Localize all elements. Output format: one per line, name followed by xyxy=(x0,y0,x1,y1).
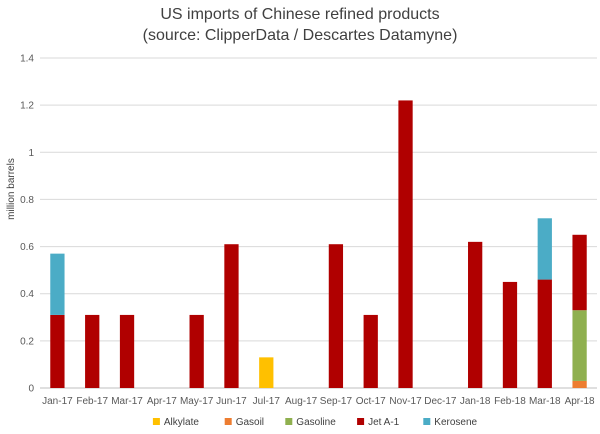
x-tick-label: Feb-17 xyxy=(76,396,108,407)
bar-gasoil-apr-18 xyxy=(572,380,587,388)
chart-title-line-1: US imports of Chinese refined products xyxy=(160,6,440,23)
bar-jet-a-1-apr-18 xyxy=(572,234,587,311)
chart-title: US imports of Chinese refined products (… xyxy=(0,4,600,46)
legend-label: Kerosene xyxy=(434,417,477,428)
bar-jet-a-1-may-17 xyxy=(189,314,204,388)
legend-label: Gasoil xyxy=(236,417,264,428)
y-tick-label: 0.2 xyxy=(20,336,34,347)
bar-kerosene-mar-18 xyxy=(537,218,552,280)
y-tick-label: 1.4 xyxy=(20,54,34,65)
x-tick-label: Oct-17 xyxy=(356,396,386,407)
bar-jet-a-1-jan-18 xyxy=(468,241,483,388)
x-tick-label: Feb-18 xyxy=(494,396,526,407)
bar-jet-a-1-mar-17 xyxy=(119,314,135,388)
legend-swatch-gasoline xyxy=(285,418,293,425)
legend-swatch-gasoil xyxy=(224,418,232,425)
chart-title-line-2: (source: ClipperData / Descartes Datamyn… xyxy=(142,27,458,44)
bar-kerosene-jan-17 xyxy=(50,253,65,315)
legend-swatch-alkylate xyxy=(152,418,160,425)
bar-jet-a-1-nov-17 xyxy=(398,100,413,388)
x-tick-label: Jan-17 xyxy=(42,396,73,407)
legend-label: Gasoline xyxy=(296,417,336,428)
bar-jet-a-1-mar-18 xyxy=(537,279,552,388)
x-tick-label: Apr-17 xyxy=(147,396,177,407)
y-tick-label: 0 xyxy=(28,384,34,395)
x-tick-label: Apr-18 xyxy=(565,396,595,407)
bar-jet-a-1-oct-17 xyxy=(363,314,378,388)
x-tick-label: Aug-17 xyxy=(285,396,318,407)
bar-jet-a-1-jun-17 xyxy=(224,244,239,388)
x-tick-label: Jul-17 xyxy=(253,396,281,407)
bar-jet-a-1-feb-18 xyxy=(502,281,518,388)
x-tick-label: Mar-18 xyxy=(529,396,561,407)
x-tick-label: May-17 xyxy=(180,396,214,407)
legend-label: Jet A-1 xyxy=(368,417,400,428)
bar-gasoline-apr-18 xyxy=(572,310,587,381)
x-tick-label: Dec-17 xyxy=(424,396,457,407)
x-tick-label: Jan-18 xyxy=(460,396,491,407)
y-tick-label: 0.4 xyxy=(20,289,34,300)
y-tick-label: 0.6 xyxy=(20,242,34,253)
y-axis-label: million barrels xyxy=(6,158,17,220)
bar-jet-a-1-feb-17 xyxy=(85,314,100,388)
legend-swatch-jet-a-1 xyxy=(357,418,365,425)
y-tick-label: 1 xyxy=(28,148,34,159)
legend-swatch-kerosene xyxy=(423,418,431,425)
bars xyxy=(50,100,587,388)
bar-jet-a-1-sep-17 xyxy=(328,244,344,388)
legend: Alkylate Gasoil Gasoline Jet A-1 Kerosene xyxy=(152,417,478,428)
y-tick-label: 0.8 xyxy=(20,195,34,206)
legend-label: Alkylate xyxy=(164,417,199,428)
x-tick-label: Jun-17 xyxy=(216,396,247,407)
x-tick-label: Sep-17 xyxy=(320,396,353,407)
x-tick-label: Mar-17 xyxy=(111,396,143,407)
x-axis-ticks: Jan-17 Feb-17 Mar-17 Apr-17 May-17 Jun-17 Jul-… xyxy=(42,396,595,407)
x-tick-label: Nov-17 xyxy=(389,396,422,407)
bar-jet-a-1-jan-17 xyxy=(50,314,65,388)
y-axis-ticks: 0 0.2 0.4 0.6 0.8 1 1.2 1.4 xyxy=(20,54,34,395)
bar-alkylate-jul-17 xyxy=(259,357,274,388)
y-tick-label: 1.2 xyxy=(20,101,34,112)
